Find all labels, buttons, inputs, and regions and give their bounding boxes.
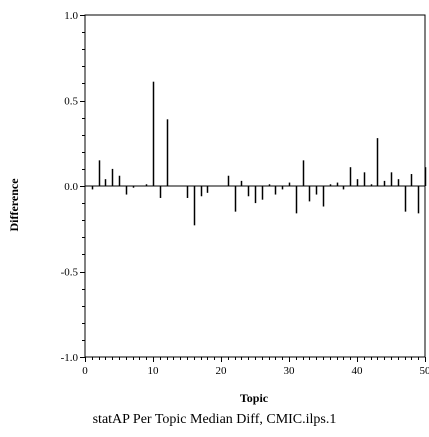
x-axis-title: Topic [240, 391, 269, 405]
y-tick-label: -0.5 [61, 267, 79, 279]
x-tick-label: 0 [82, 365, 88, 377]
chart-caption: statAP Per Topic Median Diff, CMIC.ilps.… [92, 412, 337, 427]
y-tick-label: -1.0 [61, 352, 79, 364]
x-tick-label: 30 [284, 365, 296, 377]
x-tick-label: 50 [420, 365, 429, 377]
y-axis-title: Difference [7, 178, 21, 232]
bar-series [91, 81, 427, 226]
x-axis: 0 10 20 30 40 50 [82, 357, 429, 377]
x-tick-label: 10 [148, 365, 160, 377]
y-tick-label: 0.0 [64, 181, 78, 193]
x-tick-label: 20 [216, 365, 228, 377]
x-tick-label: 40 [352, 365, 364, 377]
y-tick-label: 1.0 [64, 10, 78, 22]
y-tick-label: 0.5 [64, 96, 78, 108]
y-axis: -1.0 -0.5 0.0 0.5 1.0 [61, 10, 85, 364]
